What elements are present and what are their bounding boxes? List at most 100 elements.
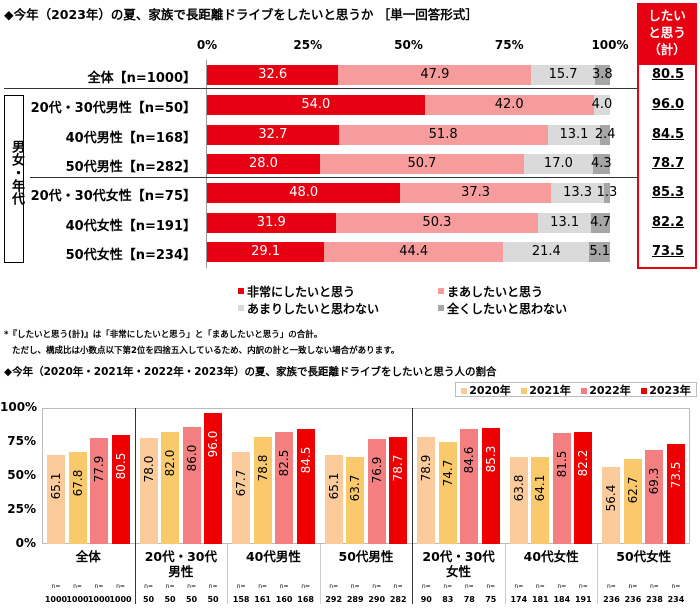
n-prefix: n= — [329, 583, 339, 590]
n-value: 78 — [463, 595, 475, 604]
bar — [623, 458, 642, 544]
bar-segment — [319, 154, 525, 174]
data-label: 4.3 — [590, 156, 612, 171]
n-value: 289 — [346, 595, 364, 604]
n-value: 234 — [667, 595, 685, 604]
n-value: 50 — [164, 595, 176, 604]
bar-segment — [550, 183, 605, 203]
y-tick-label: 25% — [7, 502, 36, 516]
bar-segment — [335, 213, 539, 233]
category-label: 20代・30代男性【n=50】 — [30, 101, 196, 116]
n-value: 161 — [254, 595, 271, 604]
bar-segment — [604, 183, 610, 203]
legend-item: 2023年 — [641, 382, 691, 398]
data-label: 78.7 — [391, 454, 406, 482]
bar-segment — [207, 95, 425, 115]
group-divider — [412, 408, 414, 544]
n-value: 292 — [325, 595, 343, 604]
note-2: ただし、構成比は小数点以下第2位を四捨五入しているため、内訳の計と一致しない場合… — [12, 346, 400, 356]
total-value: 80.5 — [651, 67, 685, 82]
bar-segment — [531, 65, 595, 85]
total-value: 73.5 — [651, 244, 685, 259]
category-label: 50代女性 — [616, 549, 672, 564]
n-value: 50 — [207, 595, 219, 604]
bar — [666, 444, 685, 544]
data-label: 63.8 — [511, 474, 526, 502]
total-value: 85.3 — [651, 185, 685, 200]
bar — [90, 438, 108, 544]
n-prefix: n= — [350, 583, 360, 590]
data-label: 84.5 — [298, 446, 313, 474]
category-label: 50代男性 — [338, 549, 394, 564]
data-label: 62.7 — [625, 476, 640, 504]
data-label: 54.0 — [301, 97, 331, 112]
bar-segment — [400, 183, 551, 203]
data-label: 13.3 — [563, 185, 593, 200]
n-prefix: n= — [607, 583, 616, 590]
bar — [367, 439, 386, 544]
data-label: 85.3 — [483, 445, 498, 473]
bar — [111, 434, 130, 544]
bar-segment — [547, 125, 601, 145]
n-prefix: n= — [671, 583, 681, 590]
legend-label: 2020年 — [469, 383, 511, 397]
data-label: 17.0 — [543, 156, 573, 171]
bar — [161, 432, 180, 544]
bar-segment — [424, 95, 594, 115]
group-divider — [134, 408, 136, 544]
bar — [232, 451, 251, 544]
total-value: 82.2 — [651, 215, 685, 230]
n-prefix: n= — [578, 583, 588, 590]
data-label: 56.4 — [604, 484, 619, 512]
bar-segment — [594, 65, 610, 85]
n-prefix: n= — [464, 583, 474, 590]
bar-segment — [592, 154, 610, 174]
bar-segment — [207, 183, 401, 203]
data-label: 51.8 — [428, 127, 458, 142]
n-prefix: n= — [393, 583, 403, 590]
legend-swatch — [521, 387, 528, 394]
data-label: 13.1 — [559, 127, 589, 142]
x-tick-label: 75% — [494, 38, 524, 52]
bar-segment — [207, 213, 336, 233]
data-label: 78.8 — [255, 454, 270, 482]
data-label: 67.7 — [234, 469, 249, 497]
bar — [417, 436, 436, 544]
bar — [68, 451, 87, 544]
n-value: 158 — [232, 595, 250, 604]
bar-segment — [600, 125, 610, 145]
category-label: 40代男性【n=168】 — [65, 131, 196, 146]
separator-line — [4, 88, 637, 89]
data-label: 1.3 — [596, 185, 618, 200]
n-prefix: n= — [535, 583, 545, 590]
data-label: 13.1 — [550, 215, 580, 230]
data-label: 3.8 — [591, 67, 613, 82]
n-prefix: n= — [301, 583, 311, 590]
note-1: *『したいと思う(計)』は「非常にしたいと思う」と「まあしたいと思う」の合計。 — [4, 330, 323, 340]
n-prefix: n= — [94, 583, 104, 590]
x-tick-label: 25% — [293, 38, 323, 52]
data-label: 77.9 — [92, 455, 106, 483]
n-value: 50 — [185, 595, 198, 604]
bottom-chart-title: ◆今年（2020年・2021年・2022年・2023年）の夏、家族で長距離ドライ… — [4, 366, 497, 378]
bar-segment — [207, 242, 325, 262]
category-label: 20代・30代 女性 — [422, 549, 495, 579]
n-prefix: n= — [557, 583, 567, 590]
bar-segment — [207, 65, 339, 85]
n-value: 238 — [646, 595, 663, 604]
bar — [139, 437, 158, 544]
y-tick-label: 75% — [7, 434, 36, 448]
total-value: 96.0 — [651, 97, 685, 112]
n-value: 290 — [368, 595, 386, 604]
data-label: 74.7 — [440, 460, 455, 487]
x-tick-label: 0% — [196, 38, 218, 52]
bar — [460, 428, 479, 544]
total-header: したいと思う（計） — [639, 5, 695, 65]
n-prefix: n= — [116, 583, 125, 590]
legend-label: 非常にしたいと思う — [247, 285, 356, 299]
group-divider — [504, 544, 506, 604]
legend-swatch — [438, 288, 444, 294]
n-prefix: n= — [258, 583, 268, 590]
axis-line — [206, 60, 207, 268]
n-value: 50 — [142, 595, 155, 604]
